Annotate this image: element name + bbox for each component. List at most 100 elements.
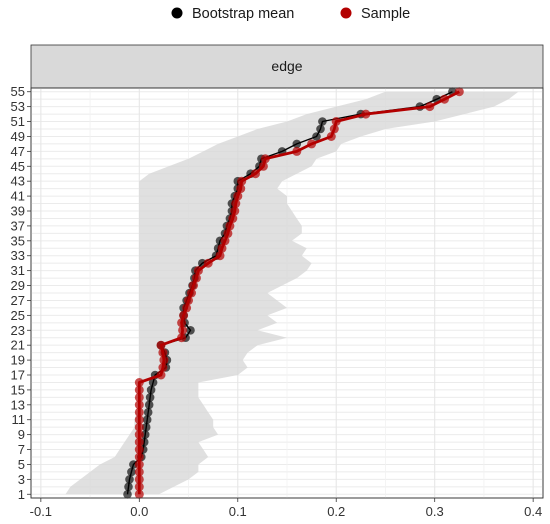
- point-sample: [189, 281, 198, 290]
- legend: Bootstrap mean Sample: [171, 6, 410, 22]
- point-sample: [134, 392, 144, 402]
- point-bootstrap-mean: [124, 482, 133, 492]
- point-sample: [156, 340, 166, 350]
- point-sample: [134, 422, 144, 432]
- y-tick-label: 1: [18, 487, 25, 502]
- point-sample: [292, 146, 302, 156]
- point-sample: [177, 318, 187, 328]
- x-tick-label: 0.0: [130, 504, 148, 519]
- y-tick-label: 35: [11, 233, 25, 248]
- y-tick-label: 7: [18, 442, 25, 457]
- legend-label-sample: Sample: [361, 6, 410, 22]
- point-sample: [233, 191, 243, 201]
- y-tick-label: 41: [11, 189, 25, 204]
- point-sample: [158, 348, 168, 358]
- x-axis: -0.1 0.0 0.1 0.2 0.3 0.4: [30, 498, 542, 519]
- point-bootstrap-mean: [144, 400, 154, 410]
- y-tick-label: 17: [11, 368, 25, 383]
- point-sample: [440, 94, 449, 104]
- point-bootstrap-mean: [143, 408, 153, 417]
- point-sample: [326, 132, 336, 141]
- point-sample: [134, 482, 144, 492]
- point-sample: [134, 437, 144, 447]
- point-sample: [178, 325, 188, 335]
- point-bootstrap-mean: [141, 422, 151, 432]
- x-tick-label: 0.1: [229, 504, 247, 519]
- legend-marker-sample: [340, 7, 352, 19]
- point-sample: [223, 228, 233, 238]
- point-sample: [187, 288, 196, 298]
- point-sample: [228, 214, 238, 223]
- point-sample: [215, 251, 225, 261]
- point-sample: [159, 355, 169, 365]
- point-bootstrap-mean: [186, 326, 195, 335]
- point-sample: [134, 415, 144, 425]
- point-sample: [231, 199, 241, 208]
- y-tick-label: 43: [11, 174, 25, 189]
- point-sample: [134, 445, 144, 454]
- point-sample: [134, 430, 144, 440]
- y-tick-label: 37: [11, 218, 25, 233]
- point-sample: [361, 109, 371, 119]
- point-sample: [179, 310, 189, 320]
- point-bootstrap-mean: [142, 415, 152, 425]
- point-sample: [158, 363, 168, 372]
- point-sample: [258, 161, 268, 171]
- y-tick-label: 21: [11, 338, 25, 353]
- point-sample: [134, 467, 144, 477]
- point-sample: [203, 258, 213, 268]
- point-bootstrap-mean: [127, 467, 136, 477]
- point-sample: [177, 333, 187, 343]
- point-bootstrap-mean: [146, 385, 156, 395]
- y-tick-label: 11: [12, 412, 26, 427]
- point-sample: [260, 154, 270, 164]
- point-sample: [225, 221, 235, 231]
- point-bootstrap-mean: [318, 117, 327, 126]
- point-bootstrap-mean: [145, 393, 155, 402]
- y-tick-label: 47: [11, 144, 25, 159]
- point-sample: [217, 243, 227, 253]
- point-sample: [156, 370, 166, 380]
- y-tick-label: 5: [18, 457, 25, 472]
- point-sample: [331, 117, 341, 126]
- y-tick-label: 13: [11, 397, 25, 412]
- series-layer: [123, 87, 464, 499]
- point-sample: [237, 176, 247, 186]
- point-bootstrap-mean: [123, 490, 132, 499]
- y-tick-label: 39: [11, 204, 25, 219]
- y-tick-label: 19: [11, 353, 25, 368]
- point-bootstrap-mean: [316, 124, 325, 134]
- point-sample: [134, 460, 144, 469]
- y-tick-label: 29: [11, 278, 25, 293]
- x-tick-label: 0.4: [524, 504, 542, 519]
- legend-label-bootstrap-mean: Bootstrap mean: [192, 6, 294, 22]
- point-sample: [134, 385, 144, 395]
- point-bootstrap-mean: [125, 475, 134, 484]
- y-axis: 1357911131517192123252729313335373941434…: [11, 84, 31, 502]
- y-tick-label: 9: [18, 427, 25, 442]
- point-sample: [134, 452, 144, 462]
- point-sample: [251, 169, 260, 179]
- plot-panel-border: [30, 87, 544, 499]
- point-sample: [191, 273, 201, 283]
- facet-strip-label: edge: [271, 58, 302, 74]
- y-tick-label: 55: [11, 84, 25, 99]
- point-sample: [220, 236, 230, 246]
- y-tick-label: 31: [11, 263, 25, 278]
- point-sample: [329, 124, 339, 134]
- bootstrap-interval-band: [65, 91, 519, 495]
- point-sample: [134, 489, 144, 499]
- point-sample: [236, 184, 246, 194]
- point-sample: [134, 407, 144, 417]
- y-tick-label: 33: [11, 248, 25, 263]
- facet-strip: [30, 44, 544, 89]
- point-sample: [134, 378, 144, 387]
- y-tick-label: 49: [11, 129, 25, 144]
- point-bootstrap-mean: [292, 139, 302, 149]
- y-tick-label: 51: [11, 114, 25, 129]
- y-tick-label: 23: [11, 323, 25, 338]
- y-tick-label: 3: [18, 472, 25, 487]
- point-sample: [134, 400, 144, 410]
- y-tick-label: 45: [11, 159, 25, 174]
